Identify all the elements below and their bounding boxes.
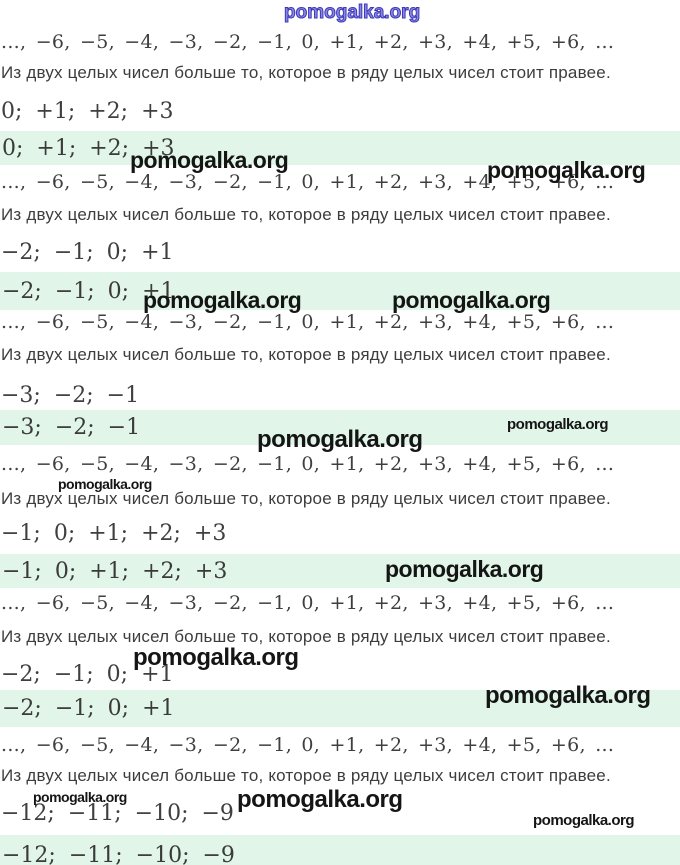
rule-text: Из двух целых чисел больше то, которое в… bbox=[1, 766, 611, 785]
watermark: pomogalka.org bbox=[487, 157, 646, 183]
highlighted-answer-text: −2; −1; 0; +1 bbox=[2, 278, 175, 304]
watermark: pomogalka.org bbox=[58, 476, 152, 492]
rule-text: Из двух целых чисел больше то, которое в… bbox=[1, 63, 611, 82]
highlighted-answer-text: −12; −11; −10; −9 bbox=[2, 842, 235, 865]
watermark: pomogalka.org bbox=[237, 786, 403, 813]
answer-line: −12; −11; −10; −9 bbox=[1, 801, 234, 826]
number-line-row: ..., −6, −5, −4, −3, −2, −1, 0, +1, +2, … bbox=[1, 171, 615, 193]
highlighted-answer-text: −2; −1; 0; +1 bbox=[2, 696, 175, 721]
answer-line: −1; 0; +1; +2; +3 bbox=[1, 521, 227, 546]
highlighted-answer-text: −3; −2; −1 bbox=[2, 415, 141, 440]
watermark: pomogalka.org bbox=[133, 644, 299, 671]
watermark: pomogalka.org bbox=[143, 287, 302, 313]
watermark: pomogalka.org bbox=[392, 287, 551, 313]
watermark: pomogalka.org bbox=[130, 147, 289, 173]
answer-line: −2; −1; 0; +1 bbox=[1, 240, 174, 265]
watermark: pomogalka.org bbox=[385, 556, 544, 582]
highlighted-answer-bar: −12; −11; −10; −9 bbox=[0, 835, 680, 865]
rule-text: Из двух целых чисел больше то, которое в… bbox=[1, 627, 611, 646]
highlighted-answer-bar: −2; −1; 0; +1 bbox=[0, 272, 680, 310]
highlighted-answer-text: −1; 0; +1; +2; +3 bbox=[2, 558, 228, 584]
number-line-row: ..., −6, −5, −4, −3, −2, −1, 0, +1, +2, … bbox=[1, 311, 615, 333]
number-line-row: ..., −6, −5, −4, −3, −2, −1, 0, +1, +2, … bbox=[1, 31, 615, 53]
number-line-row: ..., −6, −5, −4, −3, −2, −1, 0, +1, +2, … bbox=[1, 734, 615, 756]
highlighted-answer-bar: −3; −2; −1 bbox=[0, 410, 680, 445]
watermark: pomogalka.org bbox=[485, 682, 651, 709]
highlighted-answer-bar: 0; +1; +2; +3 bbox=[0, 131, 680, 165]
number-line-row: ..., −6, −5, −4, −3, −2, −1, 0, +1, +2, … bbox=[1, 592, 615, 614]
answer-line: −2; −1; 0; +1 bbox=[1, 662, 174, 687]
rule-text: Из двух целых чисел больше то, которое в… bbox=[1, 345, 611, 364]
watermark: pomogalka.org bbox=[33, 789, 127, 805]
rule-text: Из двух целых чисел больше то, которое в… bbox=[1, 205, 611, 224]
highlighted-answer-bar: −2; −1; 0; +1 bbox=[0, 690, 680, 727]
watermark: pomogalka.org bbox=[507, 416, 609, 433]
answer-line: −3; −2; −1 bbox=[1, 383, 140, 408]
watermark: pomogalka.org bbox=[257, 426, 423, 453]
number-line-row: ..., −6, −5, −4, −3, −2, −1, 0, +1, +2, … bbox=[1, 453, 615, 475]
site-logo-watermark: pomogalka.org bbox=[283, 2, 421, 24]
highlighted-answer-text: 0; +1; +2; +3 bbox=[2, 135, 175, 161]
answer-line: 0; +1; +2; +3 bbox=[1, 99, 174, 124]
watermark: pomogalka.org bbox=[533, 812, 635, 829]
rule-text: Из двух целых чисел больше то, которое в… bbox=[1, 489, 611, 508]
highlighted-answer-bar: −1; 0; +1; +2; +3 bbox=[0, 554, 680, 588]
